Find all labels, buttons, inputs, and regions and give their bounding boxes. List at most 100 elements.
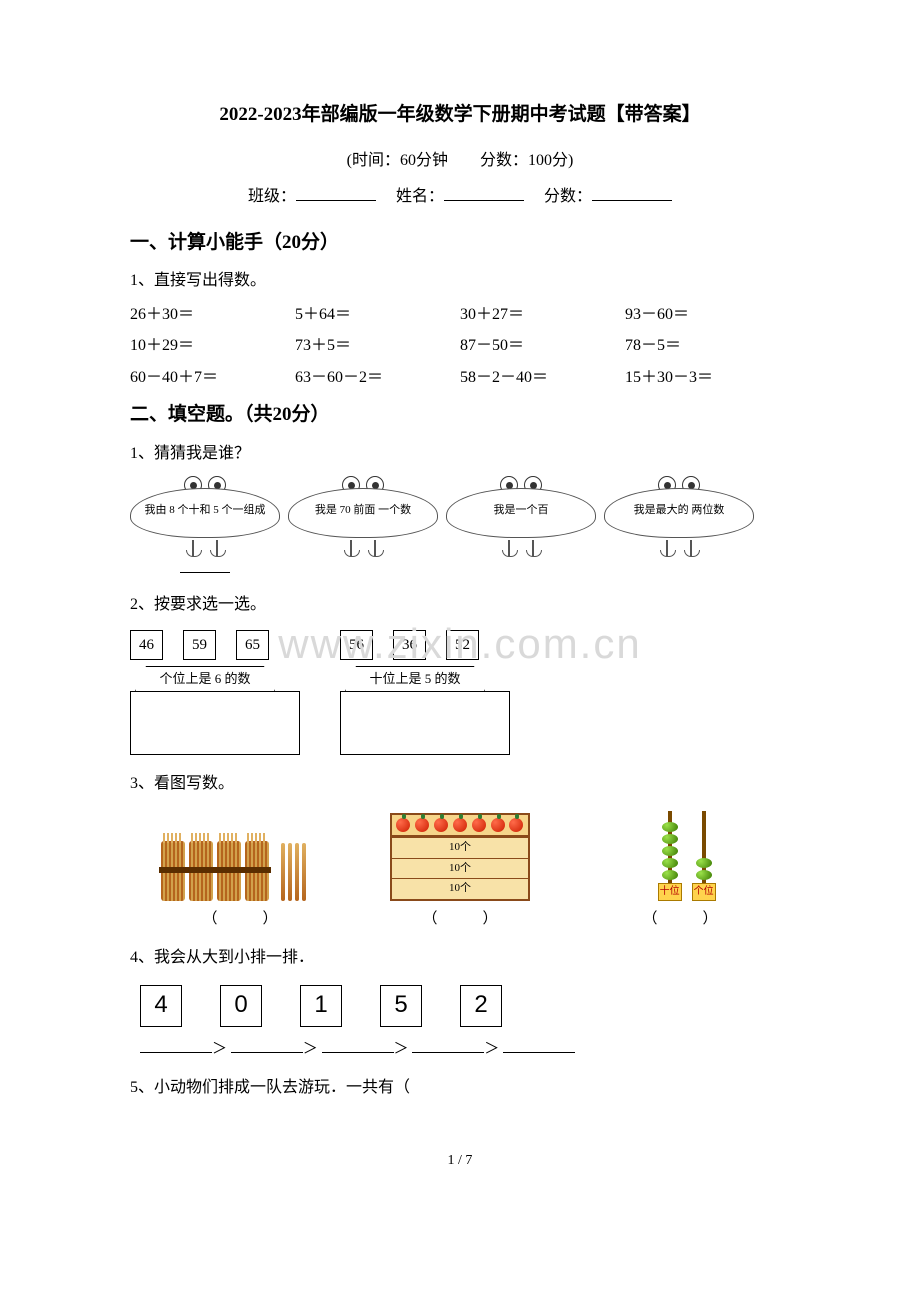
class-blank[interactable] xyxy=(296,185,376,201)
dropbox[interactable] xyxy=(340,691,510,755)
abacus-rod-ones: 个位 xyxy=(692,811,716,901)
cloud-text: 我是最大的 两位数 xyxy=(604,488,754,538)
cloud-text: 我由 8 个十和 5 个一组成 xyxy=(130,488,280,538)
drawer-label: 10个 xyxy=(392,837,528,858)
count-abacus: 十位 个位 xyxy=(583,811,790,901)
sort-row: 4 0 1 5 2 xyxy=(140,985,790,1027)
calc-cell: 30＋27＝ xyxy=(460,302,625,328)
numbox: 36 xyxy=(393,630,426,660)
apple-icon xyxy=(415,818,429,832)
answer-paren[interactable]: （ ） xyxy=(130,907,350,931)
calc-cell: 26＋30＝ xyxy=(130,302,295,328)
bundle-icon xyxy=(161,841,185,901)
sortbox: 0 xyxy=(220,985,262,1027)
count-row: 10个 10个 10个 十位 个位 xyxy=(130,811,790,901)
stick-icon xyxy=(302,843,306,901)
calc-cell: 10＋29＝ xyxy=(130,333,295,359)
abacus-rod-tens: 十位 xyxy=(658,811,682,901)
calc-row-3: 60－40＋7＝ 63－60－2＝ 58－2－40＝ 15＋30－3＝ xyxy=(130,365,790,391)
numbox: 46 xyxy=(130,630,163,660)
numbox: 59 xyxy=(183,630,216,660)
bundle-icon xyxy=(189,841,213,901)
sort-blank[interactable] xyxy=(322,1038,394,1053)
cloud-text: 我是 70 前面 一个数 xyxy=(288,488,438,538)
calc-cell: 63－60－2＝ xyxy=(295,365,460,391)
apple-icon xyxy=(434,818,448,832)
drawer-label: 10个 xyxy=(392,878,528,899)
calc-cell: 5＋64＝ xyxy=(295,302,460,328)
cloud-answer-blank[interactable] xyxy=(180,572,230,573)
bundle-icon xyxy=(245,841,269,901)
numbox: 65 xyxy=(236,630,269,660)
apple-icon xyxy=(491,818,505,832)
answer-paren[interactable]: （ ） xyxy=(570,907,790,931)
apple-icon xyxy=(396,818,410,832)
s2-q3-label: 3、看图写数。 xyxy=(130,771,790,797)
gt-symbol: ＞ xyxy=(303,1041,318,1057)
s2-q4-label: 4、我会从大到小排一排． xyxy=(130,945,790,971)
cloud-2: 我是 70 前面 一个数 xyxy=(288,476,438,582)
page-footer: 1 / 7 xyxy=(130,1150,790,1172)
gt-row: ＞ ＞ ＞ ＞ xyxy=(140,1037,790,1061)
s1-q1-label: 1、直接写出得数。 xyxy=(130,268,790,294)
sortbox: 5 xyxy=(380,985,422,1027)
calc-row-2: 10＋29＝ 73＋5＝ 87－50＝ 78－5＝ xyxy=(130,333,790,359)
score-blank[interactable] xyxy=(592,185,672,201)
numbox: 56 xyxy=(340,630,373,660)
name-label: 姓名： xyxy=(396,188,444,205)
calc-cell: 78－5＝ xyxy=(625,333,790,359)
student-fill-row: 班级： 姓名： 分数： xyxy=(130,184,790,210)
count-apples: 10个 10个 10个 xyxy=(357,813,564,901)
cloud-3: 我是一个百 xyxy=(446,476,596,582)
sort-blank[interactable] xyxy=(503,1038,575,1053)
cloud-1: 我由 8 个十和 5 个一组成 xyxy=(130,476,280,582)
stick-icon xyxy=(288,843,292,901)
apple-icon xyxy=(509,818,523,832)
stick-icon xyxy=(295,843,299,901)
calc-row-1: 26＋30＝ 5＋64＝ 30＋27＝ 93－60＝ xyxy=(130,302,790,328)
section-1-heading: 一、计算小能手（20分） xyxy=(130,228,790,258)
cloud-text: 我是一个百 xyxy=(446,488,596,538)
calc-cell: 93－60＝ xyxy=(625,302,790,328)
dropbox[interactable] xyxy=(130,691,300,755)
page-title: 2022-2023年部编版一年级数学下册期中考试题【带答案】 xyxy=(130,100,790,130)
sortbox: 4 xyxy=(140,985,182,1027)
select-group-right: 56 36 52 十位上是 5 的数 xyxy=(340,630,510,756)
cloud-4: 我是最大的 两位数 xyxy=(604,476,754,582)
select-group-left: 46 59 65 个位上是 6 的数 xyxy=(130,630,300,756)
s2-q1-label: 1、猜猜我是谁？ xyxy=(130,441,790,467)
section-2-heading: 二、填空题。（共20分） xyxy=(130,400,790,430)
s2-q2-label: 2、按要求选一选。 xyxy=(130,592,790,618)
gt-symbol: ＞ xyxy=(484,1041,499,1057)
exam-meta: (时间：60分钟 分数：100分) xyxy=(130,148,790,174)
category-label: 十位上是 5 的数 xyxy=(345,666,485,692)
sort-blank[interactable] xyxy=(140,1038,212,1053)
sortbox: 1 xyxy=(300,985,342,1027)
gt-symbol: ＞ xyxy=(212,1041,227,1057)
tens-label: 十位 xyxy=(658,883,682,901)
sort-blank[interactable] xyxy=(231,1038,303,1053)
calc-cell: 15＋30－3＝ xyxy=(625,365,790,391)
bundle-icon xyxy=(217,841,241,901)
sortbox: 2 xyxy=(460,985,502,1027)
calc-cell: 58－2－40＝ xyxy=(460,365,625,391)
answer-paren[interactable]: （ ） xyxy=(350,907,570,931)
name-blank[interactable] xyxy=(444,185,524,201)
apple-icon xyxy=(453,818,467,832)
s2-q5-label: 5、小动物们排成一队去游玩．一共有（ xyxy=(130,1075,790,1101)
ones-label: 个位 xyxy=(692,883,716,901)
count-sticks xyxy=(130,841,337,901)
calc-cell: 60－40＋7＝ xyxy=(130,365,295,391)
stick-icon xyxy=(281,843,285,901)
numbox: 52 xyxy=(446,630,479,660)
score-label: 分数： xyxy=(544,188,592,205)
select-row: 46 59 65 个位上是 6 的数 56 36 52 十位上是 5 的数 xyxy=(130,630,790,756)
drawer-label: 10个 xyxy=(392,858,528,879)
apple-icon xyxy=(472,818,486,832)
calc-cell: 87－50＝ xyxy=(460,333,625,359)
category-label: 个位上是 6 的数 xyxy=(135,666,275,692)
calc-cell: 73＋5＝ xyxy=(295,333,460,359)
sort-blank[interactable] xyxy=(412,1038,484,1053)
paren-row: （ ） （ ） （ ） xyxy=(130,907,790,931)
gt-symbol: ＞ xyxy=(394,1041,409,1057)
